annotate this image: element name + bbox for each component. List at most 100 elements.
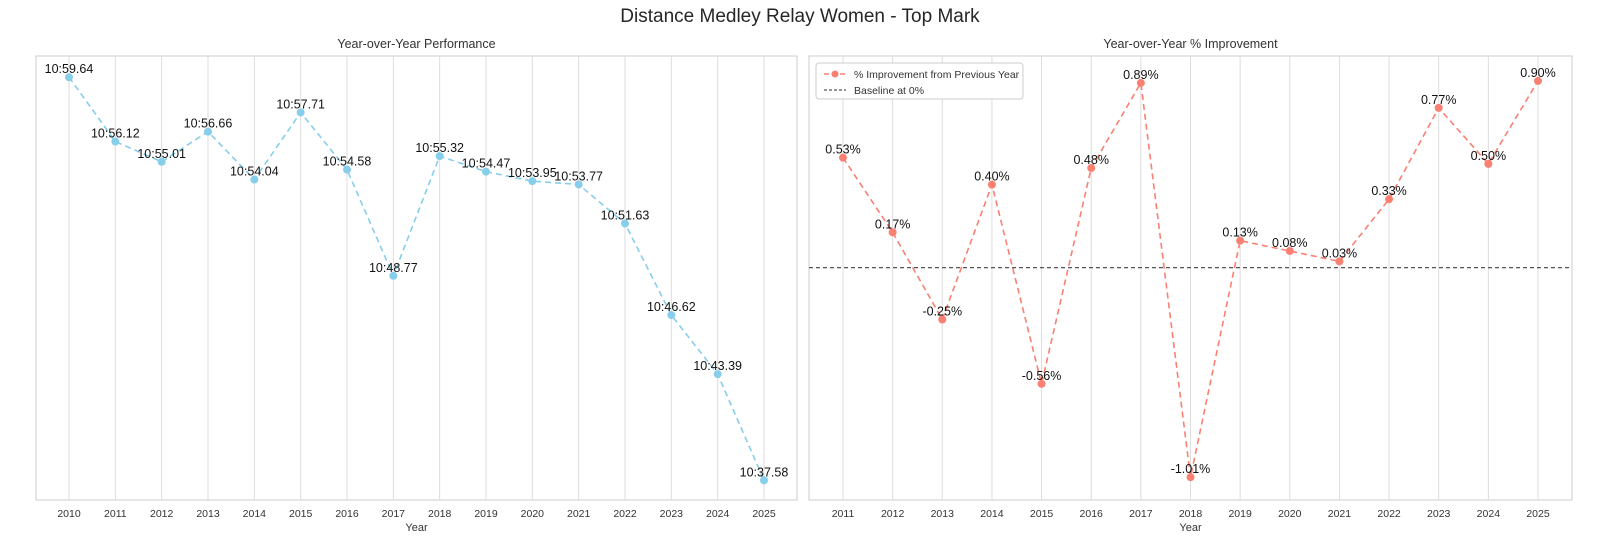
data-point-performance <box>621 219 629 228</box>
data-label-improvement: 0.08% <box>1272 236 1307 250</box>
plot-area-performance <box>35 55 798 501</box>
data-label-performance: 10:55.32 <box>415 141 464 155</box>
x-tick-label-performance: 2011 <box>104 508 127 520</box>
x-tick-label-performance: 2022 <box>613 508 637 520</box>
x-tick-label-improvement: 2013 <box>931 508 955 520</box>
data-label-improvement: 0.48% <box>1073 153 1108 167</box>
legend-label-baseline: Baseline at 0% <box>854 85 924 97</box>
x-tick-label-performance: 2023 <box>660 508 684 520</box>
data-point-performance <box>528 177 537 186</box>
data-label-performance: 10:56.12 <box>91 127 140 141</box>
data-point-improvement <box>1136 78 1145 87</box>
x-tick-label-performance: 2014 <box>243 508 267 520</box>
data-point-performance <box>760 476 768 485</box>
data-label-performance: 10:51.63 <box>601 209 650 223</box>
x-tick-label-performance: 2016 <box>335 508 359 520</box>
data-point-improvement <box>1385 195 1394 204</box>
x-tick-label-improvement: 2012 <box>881 508 905 520</box>
x-tick-label-performance: 2020 <box>521 508 545 520</box>
x-tick-label-improvement: 2025 <box>1526 508 1550 520</box>
data-label-performance: 10:46.62 <box>647 300 696 314</box>
data-label-improvement: 0.17% <box>875 217 910 231</box>
data-label-improvement: -0.56% <box>1022 369 1062 383</box>
data-label-improvement: 0.50% <box>1471 149 1506 163</box>
data-point-improvement <box>1186 473 1195 482</box>
data-label-improvement: 0.53% <box>825 143 860 157</box>
data-point-performance <box>296 108 305 117</box>
series-line-performance <box>68 76 765 481</box>
data-label-performance: 10:54.04 <box>230 165 279 179</box>
data-point-performance <box>343 165 351 174</box>
x-tick-label-performance: 2025 <box>752 508 776 520</box>
data-label-improvement: 0.33% <box>1371 184 1406 198</box>
data-label-improvement: 0.40% <box>974 170 1009 184</box>
data-point-improvement <box>938 315 947 324</box>
data-label-performance: 10:48.77 <box>369 261 418 275</box>
data-point-improvement <box>1236 236 1245 245</box>
data-point-performance <box>204 127 212 136</box>
data-point-performance <box>574 180 583 189</box>
x-tick-label-improvement: 2020 <box>1278 508 1302 520</box>
data-label-performance: 10:55.01 <box>137 147 186 161</box>
x-tick-label-improvement: 2022 <box>1377 508 1401 520</box>
x-tick-label-improvement: 2019 <box>1228 508 1252 520</box>
data-label-performance: 10:54.58 <box>323 155 372 169</box>
data-label-improvement: -1.01% <box>1171 462 1211 476</box>
x-tick-label-improvement: 2011 <box>832 508 855 520</box>
x-axis-label-performance: Year <box>405 522 428 534</box>
x-tick-label-performance: 2021 <box>567 508 591 520</box>
data-point-performance <box>713 370 722 379</box>
data-label-performance: 10:57.71 <box>276 97 325 111</box>
x-tick-label-improvement: 2015 <box>1030 508 1054 520</box>
data-label-improvement: 0.89% <box>1123 68 1158 82</box>
data-label-improvement: 0.13% <box>1222 226 1257 240</box>
data-point-improvement <box>839 153 847 162</box>
x-axis-label-improvement: Year <box>1179 522 1202 534</box>
data-point-performance <box>389 271 398 280</box>
x-tick-label-improvement: 2014 <box>980 508 1004 520</box>
data-label-performance: 10:54.47 <box>462 157 511 171</box>
figure-title: Distance Medley Relay Women - Top Mark <box>620 6 980 27</box>
x-tick-label-improvement: 2024 <box>1477 508 1501 520</box>
data-point-performance <box>111 137 120 146</box>
data-point-performance <box>435 152 444 161</box>
x-tick-label-performance: 2013 <box>196 508 220 520</box>
x-tick-label-improvement: 2018 <box>1179 508 1203 520</box>
x-tick-label-performance: 2017 <box>382 508 406 520</box>
legend-marker-improvement <box>831 70 839 78</box>
legend-label-improvement: % Improvement from Previous Year <box>854 69 1020 81</box>
data-point-performance <box>157 157 166 166</box>
x-tick-label-performance: 2019 <box>474 508 498 520</box>
data-label-improvement: 0.03% <box>1322 246 1357 260</box>
data-point-performance <box>482 167 490 176</box>
subplot-title-improvement: Year-over-Year % Improvement <box>1103 37 1278 51</box>
data-label-performance: 10:37.58 <box>740 465 789 479</box>
data-point-improvement <box>888 228 897 237</box>
data-point-improvement <box>1534 76 1542 85</box>
data-point-improvement <box>1434 103 1443 112</box>
data-label-performance: 10:59.64 <box>45 62 94 76</box>
data-point-improvement <box>1285 247 1294 256</box>
x-tick-label-performance: 2015 <box>289 508 313 520</box>
data-label-performance: 10:43.39 <box>693 359 742 373</box>
data-point-improvement <box>1335 257 1344 266</box>
x-tick-label-performance: 2012 <box>150 508 174 520</box>
x-tick-label-improvement: 2021 <box>1328 508 1352 520</box>
subplot-title-performance: Year-over-Year Performance <box>337 37 495 51</box>
data-point-improvement <box>1037 379 1046 388</box>
data-point-improvement <box>987 180 996 189</box>
data-point-improvement <box>1087 164 1096 173</box>
data-label-improvement: 0.77% <box>1421 93 1456 107</box>
data-label-performance: 10:56.66 <box>184 117 233 131</box>
x-tick-label-performance: 2024 <box>706 508 730 520</box>
data-point-improvement <box>1484 159 1493 168</box>
x-tick-label-improvement: 2016 <box>1080 508 1104 520</box>
data-label-performance: 10:53.95 <box>508 166 557 180</box>
x-tick-label-performance: 2010 <box>57 508 81 520</box>
x-tick-label-improvement: 2017 <box>1129 508 1153 520</box>
x-tick-label-performance: 2018 <box>428 508 452 520</box>
data-label-improvement: 0.90% <box>1520 66 1555 80</box>
data-label-improvement: -0.25% <box>922 304 962 318</box>
data-point-performance <box>65 73 73 82</box>
